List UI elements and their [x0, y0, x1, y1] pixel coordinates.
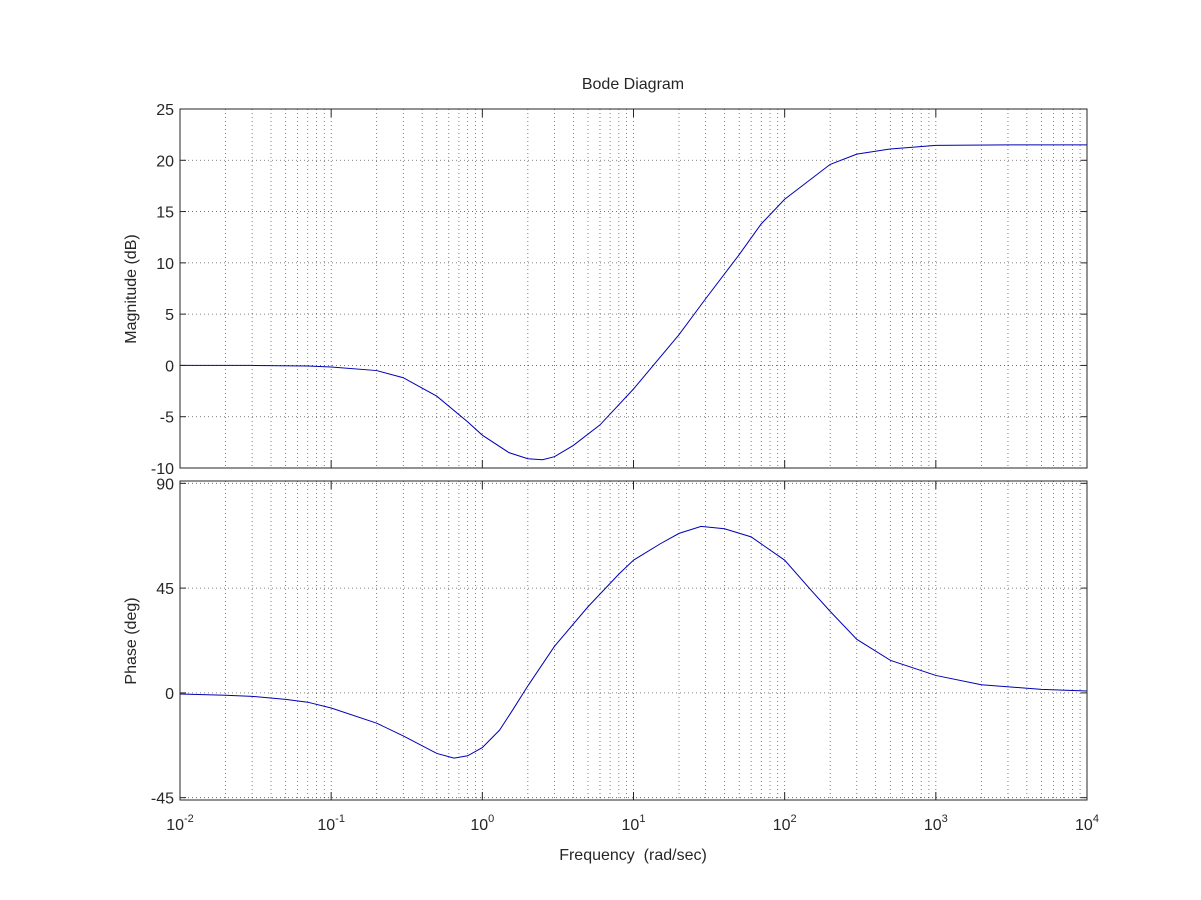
ticks-layer	[179, 108, 1088, 800]
x-tick-label-base: 10	[924, 817, 942, 834]
magnitude-ytick-label: 5	[165, 307, 174, 324]
x-tick-label: 10-1	[317, 813, 345, 834]
x-tick-label: 102	[773, 813, 797, 834]
magnitude-y-axis-label: Magnitude (dB)	[123, 234, 140, 343]
x-tick-label-exponent: 4	[1093, 813, 1099, 825]
x-tick-label: 10-2	[166, 813, 194, 834]
x-tick-label-exponent: 1	[639, 813, 645, 825]
magnitude-ytick-label: 20	[156, 153, 174, 170]
x-tick-label-base: 10	[470, 817, 488, 834]
x-tick-label: 100	[470, 813, 494, 834]
magnitude-ytick-label: 0	[165, 358, 174, 375]
x-tick-label: 104	[1075, 813, 1099, 834]
magnitude-ytick-label: 15	[156, 205, 174, 222]
x-tick-label-base: 10	[166, 817, 184, 834]
chart-title: Bode Diagram	[582, 76, 684, 93]
x-tick-label-exponent: 2	[791, 813, 797, 825]
phase-y-axis-label: Phase (deg)	[123, 597, 140, 684]
x-tick-label-exponent: -1	[335, 813, 345, 825]
phase-ytick-label: -45	[151, 791, 174, 808]
x-tick-label-base: 10	[622, 817, 640, 834]
magnitude-ytick-label: -5	[160, 410, 174, 427]
magnitude-ytick-label: -10	[151, 461, 174, 478]
phase-ytick-label: 90	[156, 476, 174, 493]
phase-ytick-label: 45	[156, 581, 174, 598]
phase-curve	[179, 525, 1088, 759]
magnitude-ytick-label: 10	[156, 256, 174, 273]
x-tick-label-exponent: -2	[184, 813, 194, 825]
x-tick-label-exponent: 3	[942, 813, 948, 825]
x-tick-label-base: 10	[317, 817, 335, 834]
magnitude-curve	[180, 144, 1087, 461]
x-tick-label: 103	[924, 813, 948, 834]
magnitude-ytick-label: 25	[156, 102, 174, 119]
x-tick-label-exponent: 0	[488, 813, 494, 825]
x-tick-label-base: 10	[773, 817, 791, 834]
phase-ytick-label: 0	[165, 686, 174, 703]
x-axis-label: Frequency (rad/sec)	[559, 847, 707, 864]
x-tick-label-base: 10	[1075, 817, 1093, 834]
x-tick-label: 101	[622, 813, 646, 834]
curves-layer	[179, 144, 1088, 759]
